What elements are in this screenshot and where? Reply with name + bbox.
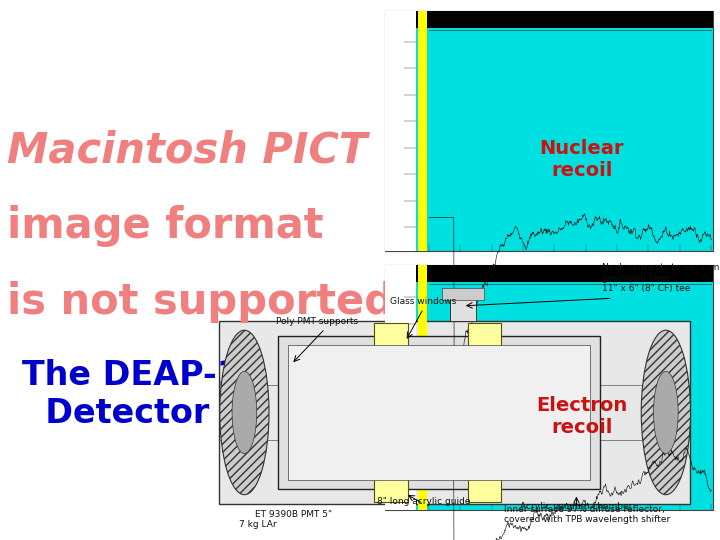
Bar (385, 11, 713, 251)
Bar (418, 265, 427, 510)
Bar (416, 11, 713, 28)
Bar (219, 321, 690, 504)
Bar (198, 275, 716, 529)
Text: Macintosh PICT: Macintosh PICT (7, 130, 367, 172)
Bar (418, 11, 427, 251)
Text: image format: image format (7, 205, 324, 247)
Ellipse shape (232, 372, 257, 454)
Bar (288, 345, 590, 480)
Bar (385, 265, 416, 510)
Bar (467, 323, 501, 502)
Text: ET 9390B PMT 5": ET 9390B PMT 5" (255, 510, 332, 519)
Bar (385, 265, 713, 510)
Text: Acrylic vacuum chamber: Acrylic vacuum chamber (521, 502, 633, 511)
Bar (385, 11, 416, 251)
Bar (374, 323, 408, 502)
Bar (279, 336, 600, 489)
Bar (442, 288, 484, 300)
Text: 7 kg LAr: 7 kg LAr (240, 520, 277, 529)
Ellipse shape (642, 330, 690, 495)
Bar (450, 291, 476, 321)
Text: Nuclear
recoil: Nuclear recoil (539, 139, 624, 180)
Text: is not supported: is not supported (7, 281, 395, 323)
Bar (416, 265, 713, 282)
Ellipse shape (654, 372, 678, 454)
Text: Inner surface 97% diffuse reflector,
covered with TPB wavelength shifter: Inner surface 97% diffuse reflector, cov… (504, 505, 670, 524)
Text: The DEAP-1
  Detector: The DEAP-1 Detector (22, 359, 240, 430)
Ellipse shape (220, 330, 269, 495)
Text: Poly PMT supports: Poly PMT supports (276, 317, 359, 326)
Text: Electron
recoil: Electron recoil (536, 396, 627, 437)
Text: Glass windows: Glass windows (390, 297, 456, 306)
Text: 8" long acrylic guide: 8" long acrylic guide (377, 497, 470, 507)
Text: Neck connects to vacuum and
gas/liquid lines
11" x 6" (8" CF) tee: Neck connects to vacuum and gas/liquid l… (603, 264, 720, 293)
